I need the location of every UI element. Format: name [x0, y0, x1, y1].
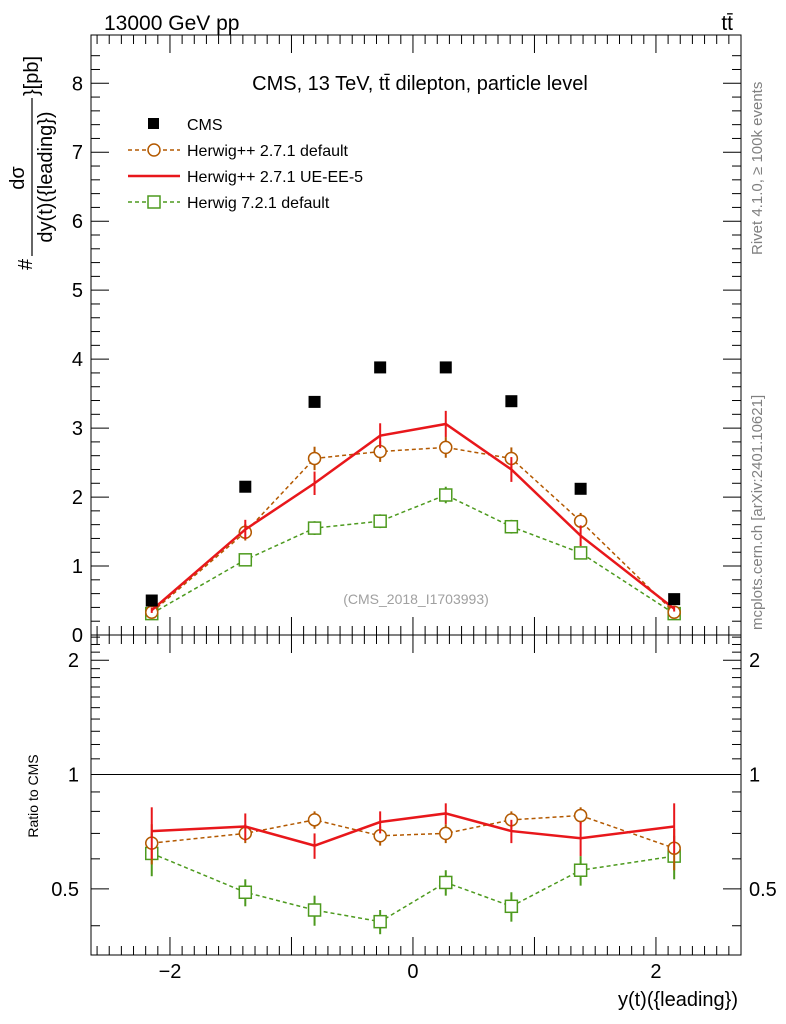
legend-entry-herwig7-default: Herwig 7.2.1 default: [128, 195, 330, 212]
x-axis-label: y(t)({leading}): [618, 989, 738, 1011]
ylabel-numerator: dσ: [7, 166, 29, 190]
x-tick-label: −2: [159, 961, 182, 983]
ratio-y-axis-label: Ratio to CMS: [25, 754, 41, 837]
main-y-tick-label: 3: [72, 418, 83, 440]
herwig-7-2-1-default-marker: [504, 899, 519, 914]
main-series-layer: [144, 361, 681, 621]
herwig-7-2-1-default-marker: [238, 885, 253, 900]
main-y-tick-label: 8: [72, 73, 83, 95]
main-y-axis-label: # dσ dy(t)({leading}) }[pb]: [7, 56, 57, 270]
herwig-7-2-1-default-marker: [307, 521, 322, 535]
herwigpp-2-7-1-default-marker: [307, 813, 322, 827]
x-tick-label: 0: [407, 961, 418, 983]
ylabel-prefix: #: [15, 258, 37, 270]
ratio-plot-frame: [90, 634, 742, 956]
ratio-y-tick-label: 0.5: [51, 879, 79, 901]
cms-data-point: [308, 395, 321, 408]
ratio-y-tick-label: 1: [68, 765, 79, 787]
herwig-7-2-1-default-marker: [504, 519, 519, 534]
cms-data-point: [145, 594, 158, 607]
series-herwigpp-2-7-1-default: [144, 437, 681, 619]
herwig-7-2-1-default-marker: [238, 553, 253, 567]
legend-entry-cms: CMS: [148, 117, 223, 134]
herwigpp-2-7-1-default-marker: [307, 451, 322, 466]
cms-data-point: [239, 480, 252, 493]
cms-data-point: [439, 361, 452, 374]
main-y-tick-label: 4: [72, 349, 83, 371]
herwig-7-2-1-default-marker: [307, 903, 322, 917]
cms-data-point: [574, 482, 587, 495]
series-herwig-7-2-1-default: [144, 833, 681, 935]
process-label: tt̄: [721, 12, 733, 35]
herwigpp-2-7-1-ue-ee-5-line: [150, 422, 675, 612]
legend-marker-herwigpp-default: [147, 143, 161, 157]
legend-marker-herwig7-default: [147, 195, 161, 209]
analysis-watermark: (CMS_2018_I1703993): [343, 591, 489, 607]
ratio-y-tick-label-right: 1: [749, 765, 760, 787]
main-y-tick-label: 2: [72, 487, 83, 509]
main-title: CMS, 13 TeV, tt̄ dilepton, particle leve…: [252, 73, 588, 95]
herwigpp-2-7-1-default-marker: [439, 440, 453, 455]
main-y-tick-label: 7: [72, 142, 83, 164]
main-y-axis: 0 1 2 3 4 5 6 7 8: [72, 55, 741, 647]
ratio-y-tick-label-right: 0.5: [749, 879, 777, 901]
cms-data-point: [668, 593, 681, 606]
legend-label-herwigpp-ue-ee-5: Herwig++ 2.7.1 UE-EE-5: [187, 169, 363, 186]
legend-entry-herwigpp-default: Herwig++ 2.7.1 default: [128, 143, 349, 160]
main-y-tick-label: 1: [72, 556, 83, 578]
legend: CMS Herwig++ 2.7.1 default Herwig++ 2.7.…: [128, 117, 363, 212]
legend-entry-herwigpp-ue-ee-5: Herwig++ 2.7.1 UE-EE-5: [128, 169, 363, 186]
rivet-label: Rivet 4.1.0, ≥ 100k events: [749, 82, 766, 255]
herwigpp-2-7-1-ue-ee-5-line: [151, 812, 675, 847]
herwig-7-2-1-default-marker: [573, 546, 588, 560]
herwig-7-2-1-default-marker: [439, 875, 453, 890]
x-tick-label: 2: [650, 961, 661, 983]
cms-data-point: [374, 361, 387, 374]
legend-label-herwigpp-default: Herwig++ 2.7.1 default: [187, 143, 349, 160]
cms-data-point: [505, 395, 518, 408]
ratio-y-axis: 0.5 0.5 1 1 2 2: [51, 636, 777, 927]
herwig-7-2-1-default-marker: [439, 488, 453, 502]
legend-label-herwig7-default: Herwig 7.2.1 default: [187, 195, 330, 212]
series-cms: [145, 361, 681, 607]
herwigpp-2-7-1-default-line: [151, 446, 675, 613]
main-y-tick-label: 6: [72, 211, 83, 233]
ratio-series-layer: [144, 803, 681, 935]
herwig-7-2-1-default-marker: [373, 914, 387, 929]
main-y-tick-label: 0: [72, 625, 83, 647]
herwig-7-2-1-default-marker: [573, 863, 588, 877]
legend-label-cms: CMS: [187, 117, 223, 134]
legend-marker-cms: [148, 118, 159, 129]
herwigpp-2-7-1-default-marker: [573, 808, 588, 823]
ylabel-denominator: dy(t)({leading}): [35, 111, 57, 242]
energy-label: 13000 GeV pp: [104, 12, 239, 35]
ratio-y-tick-label: 2: [68, 650, 79, 672]
mcplots-label: mcplots.cern.ch [arXiv:2401.10621]: [749, 395, 766, 630]
series-herwigpp-2-7-1-ue-ee-5: [150, 410, 676, 613]
series-herwigpp-2-7-1-ue-ee-5: [150, 803, 676, 859]
herwig-7-2-1-default-marker: [373, 514, 387, 528]
herwigpp-2-7-1-default-marker: [439, 826, 453, 841]
ratio-y-tick-label-right: 2: [749, 650, 760, 672]
herwigpp-2-7-1-default-line: [151, 814, 675, 849]
herwig-7-2-1-default-line: [151, 494, 675, 615]
herwig-7-2-1-default-line: [151, 852, 675, 923]
ylabel-unit: }[pb]: [21, 56, 43, 96]
main-y-tick-label: 5: [72, 280, 83, 302]
x-axis: −2 0 2: [96, 35, 742, 983]
